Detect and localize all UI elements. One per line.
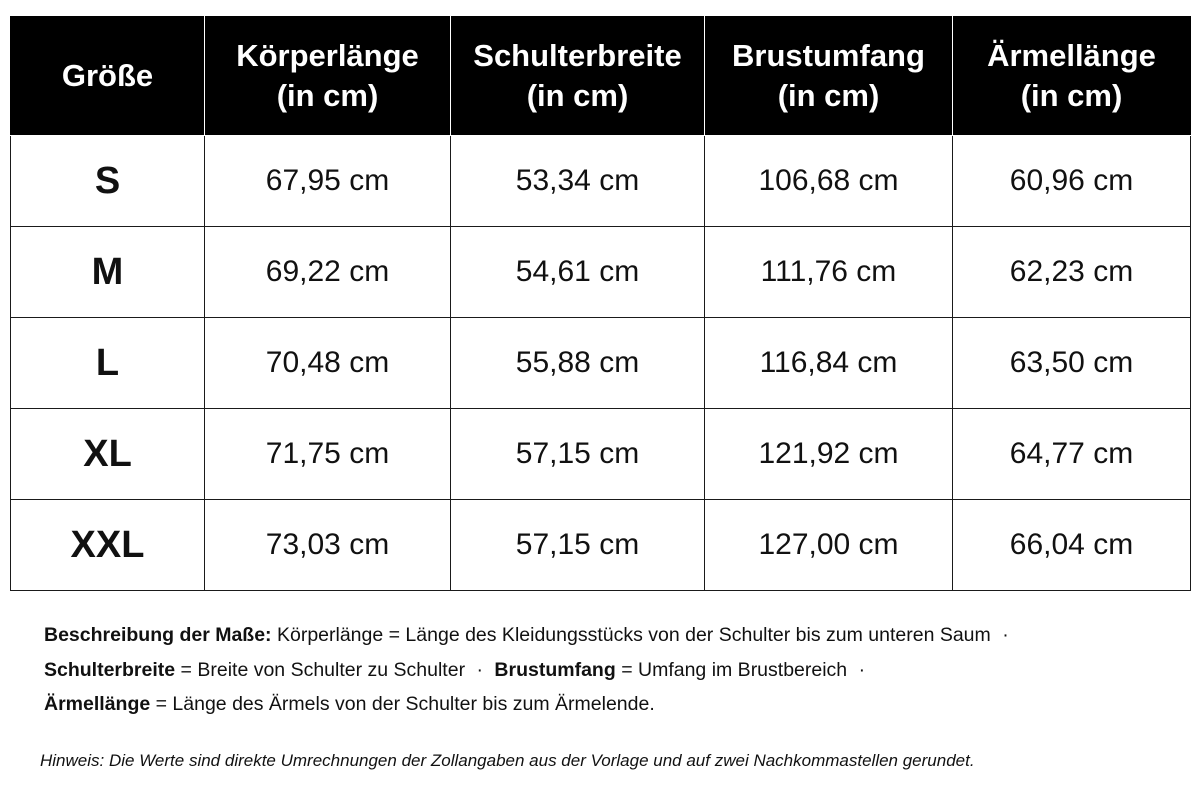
header-sleeve-length-label: Ärmellänge [987, 38, 1156, 73]
body-length-cell: 70,48 cm [204, 317, 451, 409]
header-body-length-label: Körperlänge [236, 38, 419, 73]
shoulder-width-label: Schulterbreite [44, 658, 176, 681]
sleeve-length-label: Ärmellänge [44, 693, 151, 715]
size-cell: XXL [10, 499, 205, 591]
chest-definition: = Umfang im Brustbereich [621, 658, 848, 681]
shoulder-width-cell: 55,88 cm [450, 317, 705, 409]
header-size-label: Größe [61, 58, 154, 93]
table-row: M 69,22 cm 54,61 cm 111,76 cm 62,23 cm [10, 226, 1191, 318]
header-size: Größe [10, 16, 205, 136]
sleeve-length-cell: 64,77 cm [952, 408, 1191, 500]
size-cell: S [10, 135, 205, 227]
chest-cell: 106,68 cm [704, 135, 953, 227]
shoulder-width-cell: 53,34 cm [450, 135, 705, 227]
header-chest: Brustumfang (in cm) [704, 16, 953, 136]
description-line: Beschreibung der Maße: Körperlänge = Län… [44, 618, 1184, 653]
sleeve-length-cell: 62,23 cm [952, 226, 1191, 318]
size-cell: L [10, 317, 205, 409]
header-body-length: Körperlänge (in cm) [204, 16, 451, 136]
header-chest-unit: (in cm) [777, 78, 880, 113]
description-intro-label: Beschreibung der Maße: [44, 624, 272, 646]
header-body-length-unit: (in cm) [276, 78, 379, 113]
chest-cell: 127,00 cm [704, 499, 953, 591]
header-sleeve-length-unit: (in cm) [1020, 78, 1123, 113]
table-row: S 67,95 cm 53,34 cm 106,68 cm 60,96 cm [10, 135, 1191, 227]
chest-label: Brustumfang [494, 658, 616, 681]
body-length-cell: 73,03 cm [204, 499, 451, 591]
separator-dot: · [1002, 624, 1009, 646]
table-row: XXL 73,03 cm 57,15 cm 127,00 cm 66,04 cm [10, 499, 1191, 591]
body-length-cell: 67,95 cm [204, 135, 451, 227]
table-row: XL 71,75 cm 57,15 cm 121,92 cm 64,77 cm [10, 408, 1191, 500]
table-header: Größe Körperlänge (in cm) Schulterbreite… [10, 16, 1191, 136]
shoulder-width-cell: 57,15 cm [450, 408, 705, 500]
rounding-note: Hinweis: Die Werte sind direkte Umrechnu… [40, 751, 975, 770]
header-shoulder-width: Schulterbreite (in cm) [450, 16, 705, 136]
shoulder-width-cell: 57,15 cm [450, 499, 705, 591]
shoulder-width-cell: 54,61 cm [450, 226, 705, 318]
sleeve-length-cell: 60,96 cm [952, 135, 1191, 227]
body-length-definition: Körperlänge = Länge des Kleidungsstücks … [276, 624, 991, 646]
chest-cell: 116,84 cm [704, 317, 953, 409]
body-length-cell: 69,22 cm [204, 226, 451, 318]
table-body: S 67,95 cm 53,34 cm 106,68 cm 60,96 cm M… [10, 135, 1191, 591]
separator-dot: · [858, 658, 866, 681]
size-chart-table: Größe Körperlänge (in cm) Schulterbreite… [10, 16, 1191, 591]
separator-dot: · [476, 658, 484, 681]
header-row: Größe Körperlänge (in cm) Schulterbreite… [10, 16, 1191, 136]
size-cell: M [10, 226, 205, 318]
chest-cell: 121,92 cm [704, 408, 953, 500]
shoulder-width-definition: = Breite von Schulter zu Schulter [180, 658, 466, 681]
header-shoulder-width-unit: (in cm) [526, 78, 629, 113]
sleeve-length-definition: = Länge des Ärmels von der Schulter bis … [155, 693, 655, 715]
description-line: Schulterbreite = Breite von Schulter zu … [44, 653, 1184, 688]
header-chest-label: Brustumfang [732, 38, 925, 73]
body-length-cell: 71,75 cm [204, 408, 451, 500]
table-row: L 70,48 cm 55,88 cm 116,84 cm 63,50 cm [10, 317, 1191, 409]
description-line: Ärmellänge = Länge des Ärmels von der Sc… [44, 687, 1184, 722]
header-sleeve-length: Ärmellänge (in cm) [952, 16, 1191, 136]
chest-cell: 111,76 cm [704, 226, 953, 318]
sleeve-length-cell: 63,50 cm [952, 317, 1191, 409]
size-cell: XL [10, 408, 205, 500]
sleeve-length-cell: 66,04 cm [952, 499, 1191, 591]
measurement-description: Beschreibung der Maße: Körperlänge = Län… [44, 618, 1184, 722]
header-shoulder-width-label: Schulterbreite [473, 38, 682, 73]
